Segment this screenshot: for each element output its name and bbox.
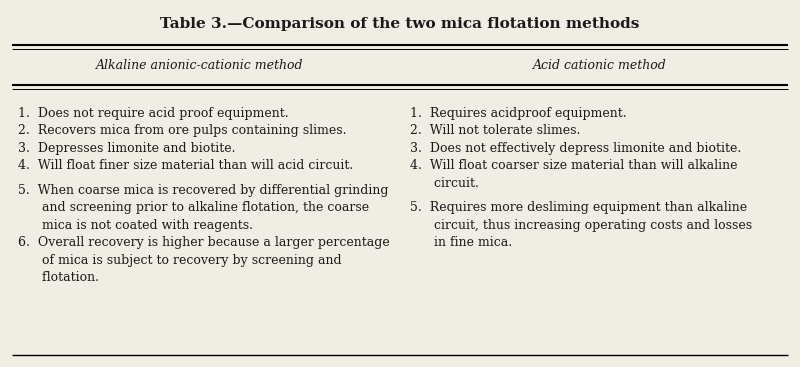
Text: in fine mica.: in fine mica. xyxy=(410,236,512,250)
Text: 2.  Recovers mica from ore pulps containing slimes.: 2. Recovers mica from ore pulps containi… xyxy=(18,124,346,138)
Text: 6.  Overall recovery is higher because a larger percentage: 6. Overall recovery is higher because a … xyxy=(18,236,390,250)
Text: 2.  Will not tolerate slimes.: 2. Will not tolerate slimes. xyxy=(410,124,580,138)
Text: 1.  Requires acidproof equipment.: 1. Requires acidproof equipment. xyxy=(410,107,626,120)
Text: 3.  Depresses limonite and biotite.: 3. Depresses limonite and biotite. xyxy=(18,142,235,155)
Text: Alkaline anionic-cationic method: Alkaline anionic-cationic method xyxy=(96,59,304,72)
Text: Table 3.—Comparison of the two mica flotation methods: Table 3.—Comparison of the two mica flot… xyxy=(160,17,640,31)
Text: 1.  Does not require acid proof equipment.: 1. Does not require acid proof equipment… xyxy=(18,107,289,120)
Text: 5.  Requires more desliming equipment than alkaline: 5. Requires more desliming equipment tha… xyxy=(410,201,747,214)
Text: of mica is subject to recovery by screening and: of mica is subject to recovery by screen… xyxy=(18,254,342,267)
Text: flotation.: flotation. xyxy=(18,272,99,284)
Text: 5.  When coarse mica is recovered by differential grinding: 5. When coarse mica is recovered by diff… xyxy=(18,184,389,197)
Text: circuit, thus increasing operating costs and losses: circuit, thus increasing operating costs… xyxy=(410,219,752,232)
Text: 4.  Will float coarser size material than will alkaline: 4. Will float coarser size material than… xyxy=(410,160,738,172)
Text: 4.  Will float finer size material than will acid circuit.: 4. Will float finer size material than w… xyxy=(18,160,354,172)
Text: mica is not coated with reagents.: mica is not coated with reagents. xyxy=(18,219,253,232)
Text: and screening prior to alkaline flotation, the coarse: and screening prior to alkaline flotatio… xyxy=(18,201,369,214)
Text: circuit.: circuit. xyxy=(410,177,479,190)
Text: 3.  Does not effectively depress limonite and biotite.: 3. Does not effectively depress limonite… xyxy=(410,142,742,155)
Text: Acid cationic method: Acid cationic method xyxy=(533,59,667,72)
